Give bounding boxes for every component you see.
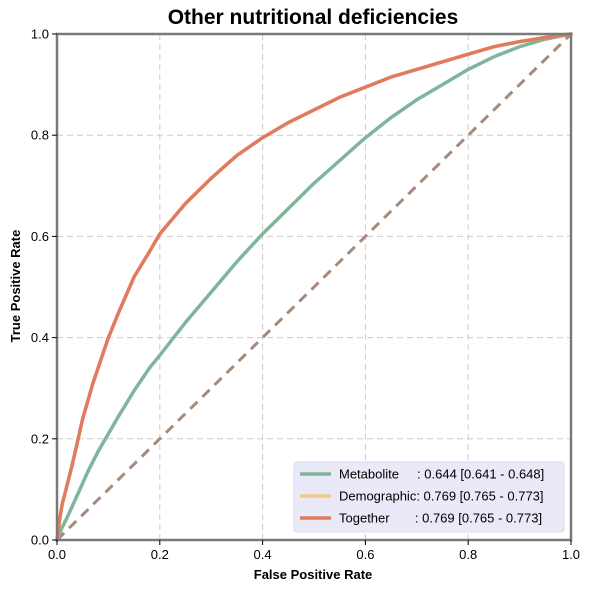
y-axis-label: True Positive Rate [8,230,23,343]
x-tick-label: 0.6 [356,547,374,562]
y-tick-label: 0.6 [31,229,49,244]
y-axis-ticks: 0.0 0.2 0.4 0.6 0.8 1.0 [31,27,57,548]
x-tick-label: 0.4 [254,547,272,562]
y-tick-label: 0.8 [31,128,49,143]
x-axis-label: False Positive Rate [254,567,373,582]
legend-label-together: Together : 0.769 [0.765 - 0.773] [339,511,542,526]
y-tick-label: 0.4 [31,330,49,345]
x-tick-label: 1.0 [562,547,580,562]
roc-curve-metabolite [55,32,573,542]
y-tick-label: 0.0 [31,533,49,548]
legend-label-demographic: Demographic: 0.769 [0.765 - 0.773] [339,489,544,504]
x-tick-label: 0.8 [459,547,477,562]
x-tick-label: 0.2 [151,547,169,562]
x-tick-label: 0.0 [48,547,66,562]
legend-label-metabolite: Metabolite : 0.644 [0.641 - 0.648] [339,467,544,482]
grid-lines [57,34,571,540]
plot-frame [55,32,573,542]
legend: Metabolite : 0.644 [0.641 - 0.648] Demogr… [293,461,565,533]
chart-title: Other nutritional deficiencies [168,6,459,29]
x-axis-ticks: 0.0 0.2 0.4 0.6 0.8 1.0 [48,540,580,562]
y-tick-label: 0.2 [31,431,49,446]
roc-curves [55,32,573,542]
legend-box [293,461,565,533]
roc-curve-together [55,32,573,542]
y-tick-label: 1.0 [31,27,49,42]
chance-diagonal-line [55,32,573,542]
